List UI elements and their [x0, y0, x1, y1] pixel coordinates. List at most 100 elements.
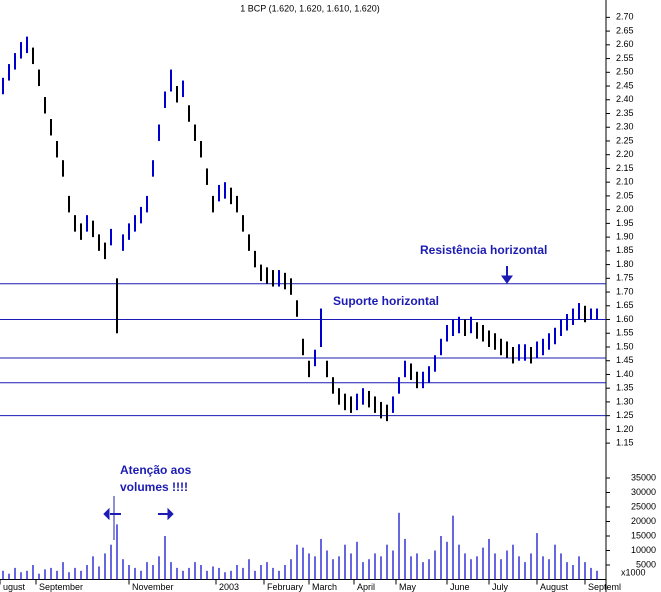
y-tick-label: 2.65 [616, 25, 634, 35]
volume-bar [332, 559, 334, 580]
x-tick-label: November [132, 582, 174, 592]
unit-label: x1000 [621, 567, 646, 577]
volume-bar [164, 536, 166, 580]
volume-bar [68, 572, 70, 580]
volume-bar [266, 562, 268, 580]
volume-bar [248, 559, 250, 580]
volume-bar [170, 562, 172, 580]
x-tick-label: February [267, 582, 304, 592]
volume-bar [128, 565, 130, 580]
x-tick-label: Septeml [588, 582, 621, 592]
y-tick-label: 2.30 [616, 122, 634, 132]
volume-bar [542, 556, 544, 580]
x-tick-label: April [357, 582, 375, 592]
volume-bar [146, 562, 148, 580]
volume-bar [308, 553, 310, 580]
y-tick-label: 1.40 [616, 369, 634, 379]
volume-bar [476, 556, 478, 580]
volume-bar [380, 556, 382, 580]
volume-bar [530, 553, 532, 580]
volume-bar [338, 556, 340, 580]
y-tick-label: 1.90 [616, 231, 634, 241]
volume-bar [410, 556, 412, 580]
volume-bar [356, 541, 358, 580]
arrow-head [103, 507, 110, 521]
volume-bar [26, 570, 28, 580]
y-tick-label: 15000 [631, 530, 656, 540]
volume-bar [368, 559, 370, 580]
x-tick-label: 2003 [219, 582, 239, 592]
volume-bar [152, 565, 154, 580]
volume-bar [44, 569, 46, 580]
x-tick-label: September [39, 582, 83, 592]
volume-bar [464, 553, 466, 580]
volume-bar [596, 570, 598, 580]
y-tick-label: 1.95 [616, 218, 634, 228]
volume-bar [242, 567, 244, 580]
volume-bar [554, 544, 556, 580]
volume-bar [50, 567, 52, 580]
y-tick-label: 2.05 [616, 190, 634, 200]
annotation: volumes !!!! [120, 480, 188, 494]
arrow-head [167, 507, 174, 521]
volume-bar [260, 565, 262, 580]
volume-bar [578, 556, 580, 580]
volume-bar [560, 553, 562, 580]
volume-bar [182, 570, 184, 580]
volume-bar [302, 547, 304, 580]
volume-bar [374, 553, 376, 580]
volume-bar [536, 533, 538, 580]
volume-bar [272, 567, 274, 580]
y-tick-label: 2.50 [616, 67, 634, 77]
volume-bar [482, 547, 484, 580]
y-tick-label: 5000 [636, 559, 656, 569]
volume-bar [194, 562, 196, 580]
volume-bar [296, 544, 298, 580]
volume-bar [188, 567, 190, 580]
y-tick-label: 35000 [631, 472, 656, 482]
x-tick-label: June [450, 582, 470, 592]
volume-bar [566, 562, 568, 580]
volume-bar [386, 544, 388, 580]
volume-bar [458, 544, 460, 580]
x-tick-label: August [540, 582, 569, 592]
volume-bar [134, 567, 136, 580]
y-tick-label: 1.65 [616, 300, 634, 310]
volume-bar [224, 572, 226, 580]
chart-title: 1 BCP (1.620, 1.620, 1.610, 1.620) [240, 3, 379, 13]
annotation: Atenção aos [120, 463, 192, 477]
volume-bar [254, 570, 256, 580]
volume-bar [122, 559, 124, 580]
volume-bar [218, 567, 220, 580]
volume-bar [422, 562, 424, 580]
y-tick-label: 1.35 [616, 383, 634, 393]
volume-bar [200, 565, 202, 580]
volume-bar [38, 573, 40, 580]
volume-bar [158, 556, 160, 580]
y-tick-label: 2.20 [616, 149, 634, 159]
volume-bar [176, 567, 178, 580]
volume-bar [404, 538, 406, 580]
y-tick-label: 2.10 [616, 177, 634, 187]
y-tick-label: 2.40 [616, 94, 634, 104]
volume-bar [494, 553, 496, 580]
y-tick-label: 2.45 [616, 80, 634, 90]
y-tick-label: 1.80 [616, 259, 634, 269]
volume-bar [92, 556, 94, 580]
y-tick-label: 2.55 [616, 53, 634, 63]
y-tick-label: 1.85 [616, 245, 634, 255]
y-tick-label: 2.15 [616, 163, 634, 173]
volume-bar [278, 570, 280, 580]
y-tick-label: 1.75 [616, 273, 634, 283]
y-tick-label: 2.00 [616, 204, 634, 214]
y-tick-label: 10000 [631, 545, 656, 555]
y-tick-label: 2.60 [616, 39, 634, 49]
volume-bar [56, 570, 58, 580]
x-tick-label: March [312, 582, 337, 592]
volume-bar [140, 570, 142, 580]
y-tick-label: 2.35 [616, 108, 634, 118]
volume-bar [104, 553, 106, 580]
y-tick-label: 1.20 [616, 424, 634, 434]
volume-bar [326, 550, 328, 580]
